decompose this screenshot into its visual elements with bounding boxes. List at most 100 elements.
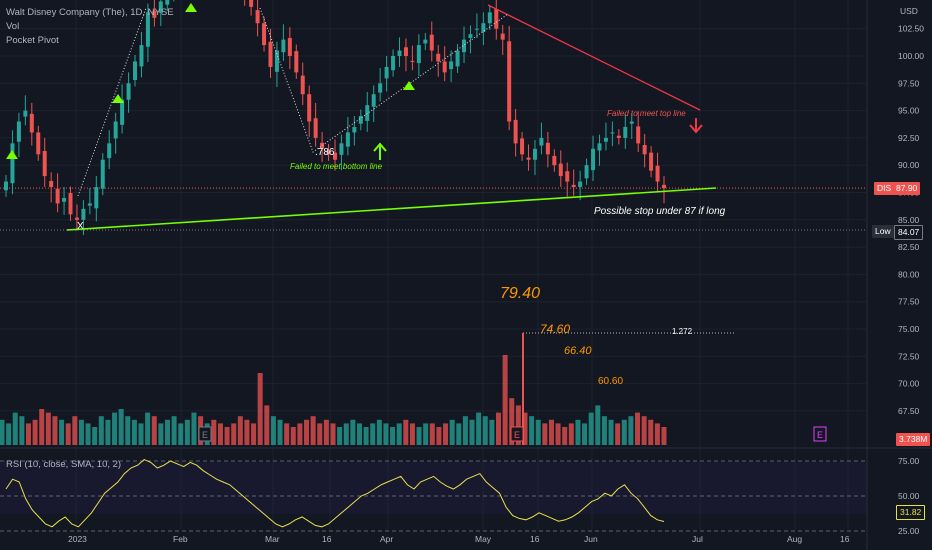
volume-bar xyxy=(482,416,488,445)
candle-body xyxy=(49,181,54,188)
volume-bar xyxy=(65,423,71,445)
candle-body xyxy=(384,66,389,79)
candle-body xyxy=(55,188,60,204)
candle-body xyxy=(565,171,570,182)
volume-bar xyxy=(522,412,528,445)
candle-body xyxy=(500,33,505,40)
volume-bar xyxy=(39,409,45,445)
volume-bar xyxy=(615,423,621,445)
volume-bar xyxy=(304,419,310,445)
candle-body xyxy=(545,142,550,155)
candle-body xyxy=(139,45,144,67)
candle-body xyxy=(371,94,376,107)
chart-legend: Walt Disney Company (The), 1D, NYSE Vol … xyxy=(6,6,174,48)
candle-body xyxy=(287,37,292,56)
candle-body xyxy=(468,34,473,38)
volume-bar xyxy=(217,423,223,445)
candle-body xyxy=(558,163,563,177)
volume-bar xyxy=(237,416,243,445)
pocket-pivot-label[interactable]: Pocket Pivot xyxy=(6,35,59,46)
target-label-4: 60.60 xyxy=(598,376,623,387)
candle-body xyxy=(74,217,79,220)
candle-body xyxy=(487,12,492,24)
volume-bar xyxy=(59,419,65,445)
volume-bar xyxy=(409,423,415,445)
rsi-tick-label: 50.00 xyxy=(898,491,920,501)
vol-indicator-label[interactable]: Vol xyxy=(6,21,20,32)
price-tick-label: 85.00 xyxy=(898,215,920,225)
volume-bar xyxy=(317,423,323,445)
time-tick-label: Aug xyxy=(787,534,802,544)
candle-body xyxy=(532,148,537,160)
rsi-legend: RSI (10, close, SMA, 10, 2) xyxy=(6,458,121,472)
volume-bar xyxy=(621,419,627,445)
low-value-tag: 84.07 xyxy=(894,225,924,240)
candle-body xyxy=(584,165,589,179)
volume-bar xyxy=(244,419,250,445)
volume-bar xyxy=(529,416,535,445)
volume-bar xyxy=(548,419,554,445)
candle-body xyxy=(274,50,279,72)
volume-bar xyxy=(178,423,184,445)
candle-body xyxy=(249,0,254,7)
candle-body xyxy=(423,39,428,44)
price-tick-label: 70.00 xyxy=(898,379,920,389)
candle-body xyxy=(391,56,396,71)
target-label-3: 66.40 xyxy=(564,345,592,357)
candle-body xyxy=(313,118,318,138)
price-tick-label: 97.50 xyxy=(898,78,920,88)
volume-bar xyxy=(290,427,296,445)
candle-body xyxy=(591,148,596,171)
volume-bar xyxy=(496,412,501,445)
candle-body xyxy=(300,75,305,95)
candle-body xyxy=(616,135,621,138)
candle-body xyxy=(513,119,518,144)
down-arrow-icon xyxy=(689,118,703,134)
time-tick-label: Feb xyxy=(173,534,188,544)
candle-body xyxy=(539,137,544,146)
volume-bar xyxy=(98,416,104,445)
earnings-marker-label: E xyxy=(202,430,208,440)
volume-bar xyxy=(588,412,594,445)
symbol-title[interactable]: Walt Disney Company (The), 1D, NYSE xyxy=(6,7,174,18)
volume-bar xyxy=(171,416,177,445)
candle-body xyxy=(662,184,666,189)
candle-body xyxy=(126,83,131,100)
volume-bar xyxy=(211,419,217,445)
up-arrow-icon xyxy=(373,142,387,160)
low-label-tag: Low xyxy=(872,225,894,238)
price-tick-label: 100.00 xyxy=(898,51,924,61)
currency-label: USD xyxy=(900,6,918,16)
candle-body xyxy=(120,99,125,125)
target-label-2: 74.60 xyxy=(540,322,570,336)
time-tick-label: May xyxy=(475,534,492,544)
earnings-marker xyxy=(510,426,524,442)
rsi-indicator-label[interactable]: RSI (10, close, SMA, 10, 2) xyxy=(6,459,122,470)
candle-body xyxy=(655,165,660,182)
volume-bar xyxy=(654,423,660,445)
time-tick-label: 16 xyxy=(840,534,850,544)
volume-bar xyxy=(19,416,25,445)
pocket-pivot-triangle xyxy=(403,81,415,90)
candle-body xyxy=(23,110,28,117)
candle-body xyxy=(133,61,138,81)
candle-body xyxy=(636,126,641,144)
pocket-pivot-triangle xyxy=(185,3,197,12)
earnings-marker-label: E xyxy=(514,430,520,440)
volume-bar xyxy=(25,423,31,445)
volume-bar xyxy=(257,373,263,445)
volume-bar xyxy=(131,419,137,445)
volume-bar xyxy=(641,416,647,445)
price-tick-label: 95.00 xyxy=(898,106,920,116)
candle-body xyxy=(158,1,163,13)
last-price-tag: 87.90 xyxy=(893,182,921,195)
rsi-tick-label: 25.00 xyxy=(898,526,920,536)
candle-body xyxy=(436,53,441,62)
price-tick-label: 67.50 xyxy=(898,406,920,416)
stop-note: Possible stop under 87 if long xyxy=(594,206,726,217)
volume-bar xyxy=(562,427,568,445)
volume-bar xyxy=(52,416,58,445)
volume-bar xyxy=(350,419,356,445)
time-tick-label: 2023 xyxy=(68,534,87,544)
